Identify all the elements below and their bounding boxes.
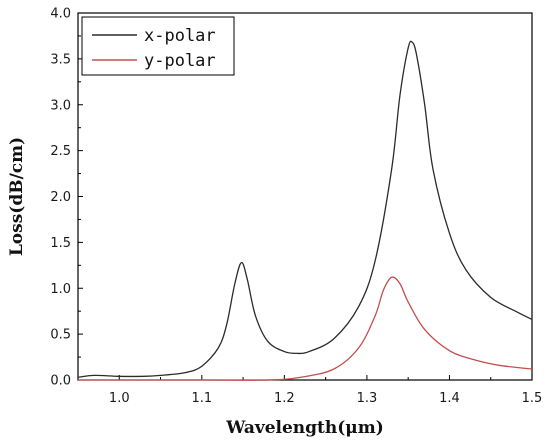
x-tick-label: 1.0	[109, 391, 130, 406]
x-tick-label: 1.4	[439, 391, 460, 406]
plot-area: 0.0 0.5 1.0 1.5 2.0 2.5 3.0 3.5 4.0 1.0 1.1 1.2 1.3 1…	[50, 7, 542, 407]
y-tick-label: 4.0	[50, 7, 71, 22]
y-tick-label: 1.0	[50, 282, 71, 297]
legend-label-x-polar: x-polar	[144, 26, 216, 46]
y-tick-label: 3.0	[50, 98, 71, 113]
y-tick-label: 1.5	[50, 236, 71, 251]
x-tick-label: 1.2	[274, 391, 295, 406]
x-tick-label: 1.3	[357, 391, 378, 406]
legend-box	[81, 16, 235, 76]
legend-label-y-polar: y-polar	[144, 51, 216, 71]
y-tick-label: 0.0	[50, 374, 71, 389]
series-line-y-polar	[77, 276, 533, 381]
y-tick-label: 3.5	[50, 52, 71, 67]
y-tick-label: 2.5	[50, 144, 71, 159]
y-tick-label: 0.5	[50, 328, 71, 343]
x-axis-title: Wavelength(μm)	[225, 418, 384, 438]
x-tick-label: 1.1	[191, 391, 212, 406]
y-axis-title: Loss(dB/cm)	[7, 137, 27, 256]
y-tick-label: 2.0	[50, 190, 71, 205]
series-line-x-polar	[77, 40, 533, 378]
x-tick-label: 1.5	[522, 391, 543, 406]
